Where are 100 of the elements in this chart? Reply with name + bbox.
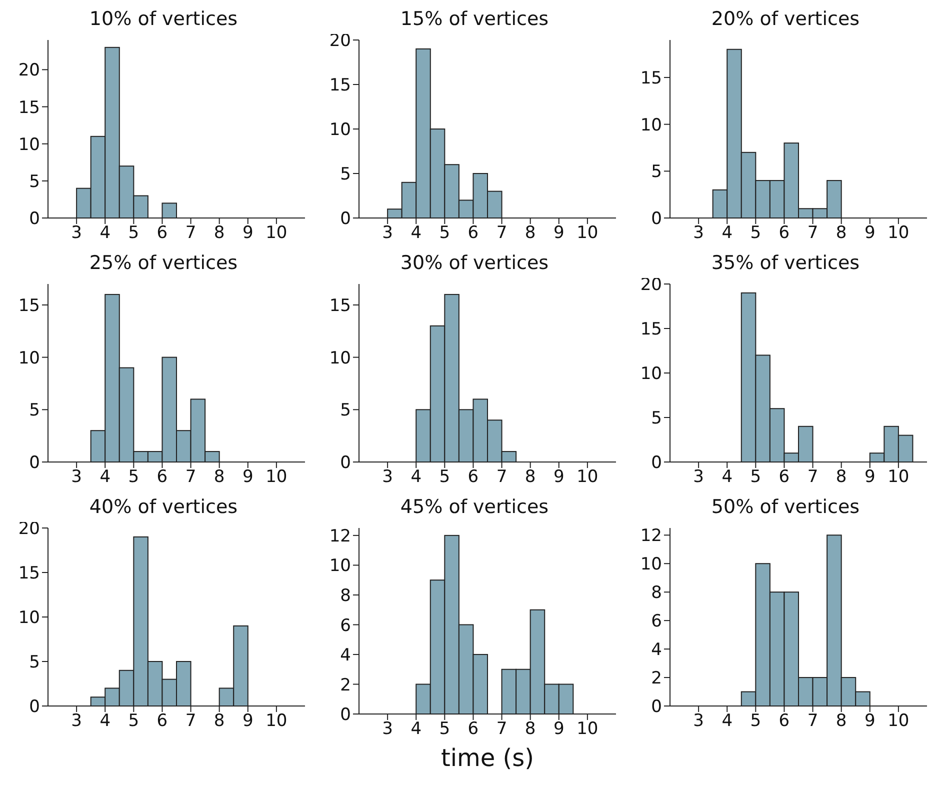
- chart-title: 50% of vertices: [710, 496, 861, 520]
- y-tick-label: 10: [18, 348, 40, 368]
- x-tick-label: 6: [156, 467, 168, 488]
- x-tick-label: 9: [553, 223, 564, 244]
- chart-title: 10% of vertices: [88, 8, 239, 32]
- y-tick-label: 5: [340, 400, 351, 421]
- y-tick-label: 10: [329, 556, 351, 576]
- x-tick-label: 10: [576, 223, 598, 244]
- y-tick-label: 2: [340, 675, 351, 696]
- y-tick-label: 0: [340, 453, 351, 474]
- x-tick-label: 9: [864, 467, 876, 488]
- y-tick-label: 5: [29, 400, 40, 421]
- chart-title: 40% of vertices: [89, 496, 238, 518]
- y-tick-label: 0: [651, 453, 662, 474]
- x-tick-label: 10: [266, 467, 288, 488]
- x-tick-label: 8: [524, 223, 536, 244]
- x-tick-label: 8: [524, 467, 536, 488]
- y-tick-label: 6: [651, 612, 662, 632]
- x-tick-label: 4: [722, 711, 733, 732]
- x-tick-label: 7: [185, 467, 196, 488]
- y-tick-label: 10: [18, 608, 40, 628]
- y-tick-label: 0: [651, 209, 662, 230]
- chart-title: 45% of vertices: [399, 496, 550, 520]
- x-tick-label: 10: [888, 711, 910, 732]
- x-tick-label: 7: [807, 467, 818, 488]
- y-tick-label: 0: [651, 697, 662, 718]
- y-tick-label: 0: [340, 209, 351, 230]
- y-tick-label: 10: [640, 554, 662, 575]
- x-tick-label: 6: [778, 467, 790, 488]
- x-tick-label: 5: [128, 467, 140, 488]
- x-tick-label: 9: [242, 711, 254, 732]
- x-tick-label: 8: [214, 467, 225, 488]
- x-tick-label: 5: [439, 223, 450, 244]
- x-tick-label: 5: [750, 223, 762, 244]
- x-tick-label: 7: [496, 223, 508, 244]
- y-tick-label: 10: [329, 120, 351, 140]
- chart-title: 15% of vertices: [400, 8, 549, 30]
- x-tick-label: 3: [71, 223, 82, 244]
- x-tick-label: 4: [722, 467, 733, 488]
- y-tick-label: 2: [651, 668, 662, 689]
- x-tick-label: 10: [888, 467, 910, 488]
- x-tick-label: 3: [693, 223, 704, 244]
- x-tick-label: 5: [439, 719, 450, 740]
- y-tick-label: 20: [18, 60, 40, 81]
- x-tick-label: 5: [750, 711, 762, 732]
- x-tick-label: 9: [553, 719, 564, 740]
- x-tick-label: 9: [864, 711, 876, 732]
- y-tick-label: 12: [329, 526, 351, 546]
- x-tick-label: 10: [576, 467, 598, 488]
- x-tick-label: 8: [836, 223, 847, 244]
- x-tick-label: 8: [214, 711, 225, 732]
- y-tick-label: 10: [640, 364, 662, 384]
- chart-title: 30% of vertices: [399, 252, 550, 276]
- y-tick-label: 15: [640, 320, 662, 340]
- x-tick-label: 3: [382, 223, 393, 244]
- x-tick-label: 7: [807, 711, 818, 732]
- x-tick-label: 5: [128, 711, 140, 732]
- x-tick-label: 4: [410, 719, 422, 740]
- x-tick-label: 10: [576, 719, 598, 740]
- y-tick-label: 15: [18, 296, 40, 316]
- y-tick-label: 8: [340, 586, 351, 606]
- x-tick-label: 8: [214, 223, 225, 244]
- x-tick-label: 9: [864, 223, 876, 244]
- x-tick-label: 6: [156, 711, 168, 732]
- x-tick-label: 6: [778, 223, 790, 244]
- x-tick-label: 7: [185, 711, 196, 732]
- y-tick-label: 15: [329, 76, 351, 96]
- y-tick-label: 4: [651, 640, 662, 660]
- x-tick-label: 7: [496, 467, 508, 488]
- x-tick-label: 7: [496, 719, 508, 740]
- x-tick-label: 8: [836, 467, 847, 488]
- y-tick-label: 5: [29, 652, 40, 673]
- x-tick-label: 7: [807, 223, 818, 244]
- x-tick-label: 8: [836, 711, 847, 732]
- y-tick-label: 15: [640, 68, 662, 89]
- y-tick-label: 8: [651, 583, 662, 604]
- x-axis-title: time (s): [440, 744, 534, 772]
- y-tick-label: 5: [651, 162, 662, 182]
- x-tick-label: 3: [71, 467, 82, 488]
- x-tick-label: 3: [693, 711, 704, 732]
- y-tick-label: 10: [640, 115, 662, 136]
- y-tick-label: 0: [29, 697, 40, 718]
- y-tick-label: 0: [29, 209, 40, 230]
- x-tick-label: 8: [524, 719, 536, 740]
- x-tick-label: 6: [156, 223, 168, 244]
- x-tick-label: 10: [266, 223, 288, 244]
- y-tick-label: 0: [29, 453, 40, 474]
- x-tick-label: 3: [693, 467, 704, 488]
- x-tick-label: 3: [382, 719, 393, 740]
- x-tick-label: 4: [100, 223, 111, 244]
- x-tick-label: 10: [888, 223, 910, 244]
- chart-title: 20% of vertices: [710, 8, 861, 32]
- y-tick-label: 10: [329, 348, 351, 368]
- x-tick-label: 6: [778, 711, 790, 732]
- y-tick-label: 10: [18, 134, 40, 155]
- y-tick-label: 0: [340, 705, 351, 726]
- x-tick-label: 5: [128, 223, 140, 244]
- y-tick-label: 15: [18, 564, 40, 584]
- x-tick-label: 5: [439, 467, 450, 488]
- chart-title: 25% of vertices: [88, 252, 239, 276]
